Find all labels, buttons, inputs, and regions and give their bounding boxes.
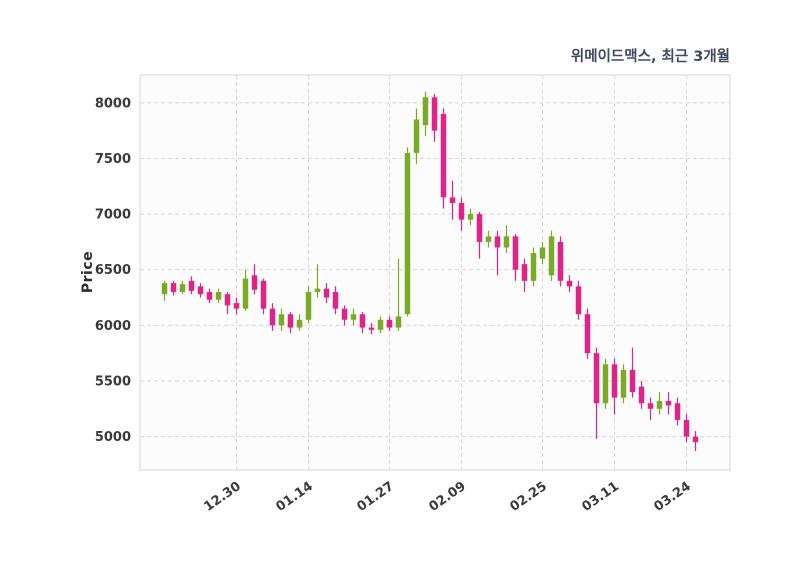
svg-text:7500: 7500 — [95, 152, 131, 167]
svg-text:02.09: 02.09 — [427, 479, 469, 515]
svg-text:03.11: 03.11 — [580, 479, 622, 515]
svg-text:5000: 5000 — [95, 430, 131, 445]
svg-text:01.27: 01.27 — [355, 479, 397, 515]
chart-title: 위메이드맥스, 최근 3개월 — [570, 49, 730, 65]
svg-text:03.24: 03.24 — [652, 479, 694, 515]
svg-text:5500: 5500 — [95, 374, 131, 389]
svg-text:02.25: 02.25 — [508, 479, 550, 515]
svg-text:8000: 8000 — [95, 96, 131, 111]
svg-text:6500: 6500 — [95, 263, 131, 278]
svg-text:12.30: 12.30 — [202, 479, 244, 515]
y-axis-label: Price — [80, 250, 96, 294]
svg-text:01.14: 01.14 — [274, 479, 316, 515]
svg-text:7000: 7000 — [95, 208, 131, 223]
svg-text:6000: 6000 — [95, 319, 131, 334]
